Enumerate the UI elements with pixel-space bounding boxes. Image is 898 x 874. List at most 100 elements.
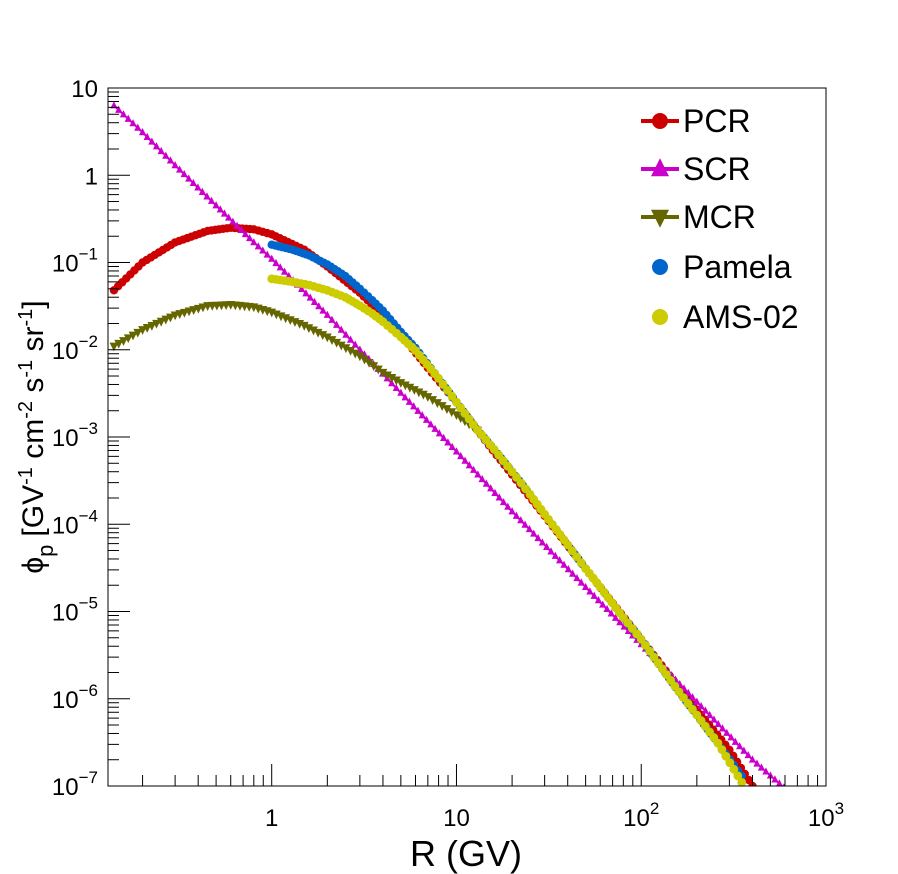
data-point-scr	[543, 542, 551, 550]
y-tick-label: 10−5	[52, 594, 98, 627]
data-point-scr	[564, 565, 572, 573]
data-point-scr	[124, 114, 132, 122]
data-point-ams-02	[447, 391, 457, 401]
data-point-mcr	[428, 396, 438, 405]
data-point-mcr	[128, 331, 138, 341]
data-point-scr	[401, 393, 409, 401]
data-point-ams-02	[434, 373, 443, 383]
data-point-scr	[757, 763, 766, 771]
data-point-mcr	[332, 338, 342, 348]
data-point-mcr	[304, 324, 314, 334]
data-point-mcr	[156, 317, 166, 327]
y-tick-label-base: 10	[52, 425, 79, 452]
data-point-mcr	[138, 326, 147, 335]
data-point-ams-02	[717, 745, 727, 755]
data-point-scr	[246, 233, 254, 242]
minor-ticks	[108, 91, 819, 787]
data-point-scr	[762, 767, 770, 775]
data-point-scr	[280, 267, 289, 275]
y-tick-label-base: 10	[52, 687, 79, 714]
legend-item-ams-02: AMS-02	[652, 299, 799, 335]
legend-item-scr: SCR	[641, 151, 751, 187]
data-point-mcr	[299, 321, 309, 331]
data-point-scr	[457, 451, 465, 460]
data-point-scr	[727, 733, 735, 741]
data-point-scr	[776, 779, 783, 786]
data-point-scr	[250, 238, 258, 246]
data-point-scr	[241, 229, 250, 238]
data-point-scr	[110, 101, 118, 109]
y-tick-label: 10−3	[52, 419, 98, 452]
y-label-exponent: -1	[15, 360, 37, 378]
legend-item-mcr: MCR	[641, 199, 756, 235]
y-tick-label-base: 10	[52, 774, 79, 801]
data-point-scr	[461, 456, 469, 464]
data-point-scr	[410, 402, 418, 410]
data-point-mcr	[341, 344, 351, 354]
data-point-scr	[444, 438, 452, 446]
data-point-scr	[229, 217, 237, 225]
y-tick-label-base: 1	[85, 163, 98, 190]
data-point-mcr	[309, 326, 318, 336]
data-point-mcr	[313, 328, 323, 338]
data-point-scr	[171, 160, 179, 169]
x-tick-labels: 1 10 102 103	[265, 799, 844, 832]
data-point-scr	[701, 706, 710, 714]
data-point-scr	[491, 488, 499, 496]
data-point-scr	[556, 556, 564, 564]
data-point-mcr	[396, 379, 406, 388]
data-point-ams-02	[737, 777, 747, 786]
data-point-ams-02	[713, 738, 723, 748]
x-tick-label: 10	[443, 805, 470, 832]
data-point-scr	[129, 119, 137, 127]
data-point-ams-02	[729, 764, 739, 774]
data-point-scr	[272, 258, 280, 267]
data-point-scr	[771, 775, 779, 783]
y-tick-label: 10−2	[52, 332, 98, 365]
data-point-scr	[388, 379, 396, 387]
data-point-scr	[180, 169, 188, 178]
y-tick-label: 10−4	[52, 506, 98, 539]
data-point-mcr	[437, 402, 447, 411]
legend-label: Pamela	[683, 249, 792, 285]
data-point-scr	[616, 618, 624, 626]
y-tick-label-base: 10	[52, 512, 79, 539]
data-point-mcr	[387, 373, 397, 383]
data-point-scr	[521, 520, 529, 528]
data-point-scr	[427, 420, 435, 428]
data-point-scr	[474, 470, 482, 478]
data-point-mcr	[400, 381, 410, 391]
data-point-mcr	[405, 383, 415, 393]
data-point-scr	[697, 702, 705, 710]
data-point-mcr	[336, 341, 346, 351]
legend-label: PCR	[683, 103, 751, 139]
legend-label: SCR	[683, 151, 751, 187]
data-point-ams-02	[725, 758, 735, 768]
data-point-scr	[212, 201, 220, 209]
data-point-mcr	[364, 358, 374, 368]
x-tick-label-base: 10	[808, 805, 835, 832]
data-point-scr	[220, 209, 229, 217]
data-point-scr	[569, 569, 577, 577]
data-point-mcr	[152, 319, 161, 329]
data-point-scr	[706, 710, 714, 719]
legend-marker	[651, 209, 669, 228]
legend-marker	[652, 259, 668, 275]
data-point-mcr	[383, 371, 392, 381]
data-point-pcr	[744, 775, 753, 785]
data-point-scr	[482, 479, 491, 487]
data-point-scr	[148, 137, 156, 145]
data-point-scr	[534, 533, 542, 542]
y-tick-label-exp: −2	[79, 332, 98, 351]
data-point-scr	[134, 123, 142, 131]
data-point-scr	[599, 600, 607, 608]
data-point-scr	[499, 497, 508, 506]
data-point-mcr	[432, 399, 442, 408]
y-tick-label-base: 10	[52, 251, 79, 278]
y-tick-label-base: 10	[52, 338, 79, 365]
x-tick-label: 103	[808, 799, 844, 832]
legend-marker	[651, 158, 669, 177]
y-label-subscript: p	[33, 545, 58, 557]
